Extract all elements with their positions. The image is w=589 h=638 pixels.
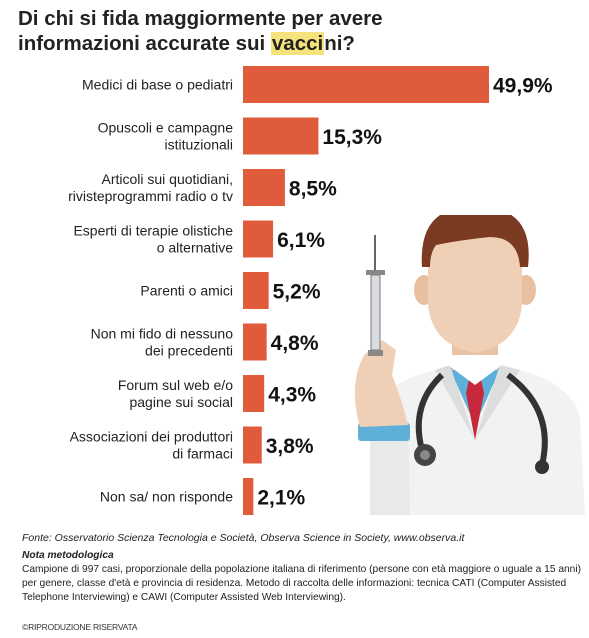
category-label-2: Opuscoli e campagne istituzionali — [98, 120, 234, 153]
title-highlight: vacci — [270, 32, 325, 55]
category-label-8: Associazioni dei produttori di farmaci — [70, 429, 233, 462]
bar-chart: 49,9% Medici di base o pediatri 15,3% Opusc… — [68, 66, 553, 515]
bar-9 — [243, 478, 254, 515]
title-line2-pre: informazioni accurate sui — [18, 32, 271, 55]
category-label-6: Non mi fido di nessuno dei precedenti — [91, 326, 234, 359]
category-label-3: Articoli sui quotidiani, rivisteprogrammi… — [68, 171, 233, 204]
value-label-4: 6,1% — [277, 229, 325, 252]
value-label-6: 4,8% — [271, 332, 319, 355]
category-label-7: Forum sul web e/o pagine sui social — [118, 377, 233, 410]
copyright: ©RIPRODUZIONE RISERVATA — [22, 622, 138, 632]
bar-6 — [243, 323, 267, 361]
bar-5 — [243, 272, 269, 309]
bar-2 — [243, 117, 319, 155]
chart-title: Di chi si fida maggiormente per avere in… — [18, 6, 578, 56]
bar-4 — [243, 220, 274, 258]
value-label-3: 8,5% — [289, 178, 337, 201]
bar-8 — [243, 426, 262, 464]
value-label-7: 4,3% — [268, 384, 316, 407]
category-label-4: Esperti di terapie olistiche o alternativ… — [73, 223, 233, 256]
category-label-9: Non sa/ non risponde — [100, 489, 233, 505]
bar-1 — [243, 66, 489, 103]
value-label-1: 49,9% — [493, 75, 553, 98]
value-label-2: 15,3% — [322, 126, 382, 149]
category-label-5: Parenti o amici — [140, 283, 233, 299]
doctor-with-syringe-icon — [354, 215, 585, 515]
title-line1: Di chi si fida maggiormente per avere — [18, 7, 383, 30]
value-label-5: 5,2% — [273, 281, 321, 304]
title-line2-post: ni? — [324, 32, 355, 55]
methodology-note: Nota metodologica Campione di 997 casi, … — [22, 549, 582, 605]
bar-7 — [243, 375, 265, 412]
bar-3 — [243, 169, 285, 206]
methodology-title: Nota metodologica — [22, 550, 114, 561]
value-label-8: 3,8% — [266, 435, 314, 458]
source-note: Fonte: Osservatorio Scienza Tecnologia e… — [22, 532, 465, 544]
value-label-9: 2,1% — [257, 487, 305, 510]
methodology-text: Campione di 997 casi, proporzionale dell… — [22, 564, 581, 603]
category-label-1: Medici di base o pediatri — [82, 77, 233, 93]
